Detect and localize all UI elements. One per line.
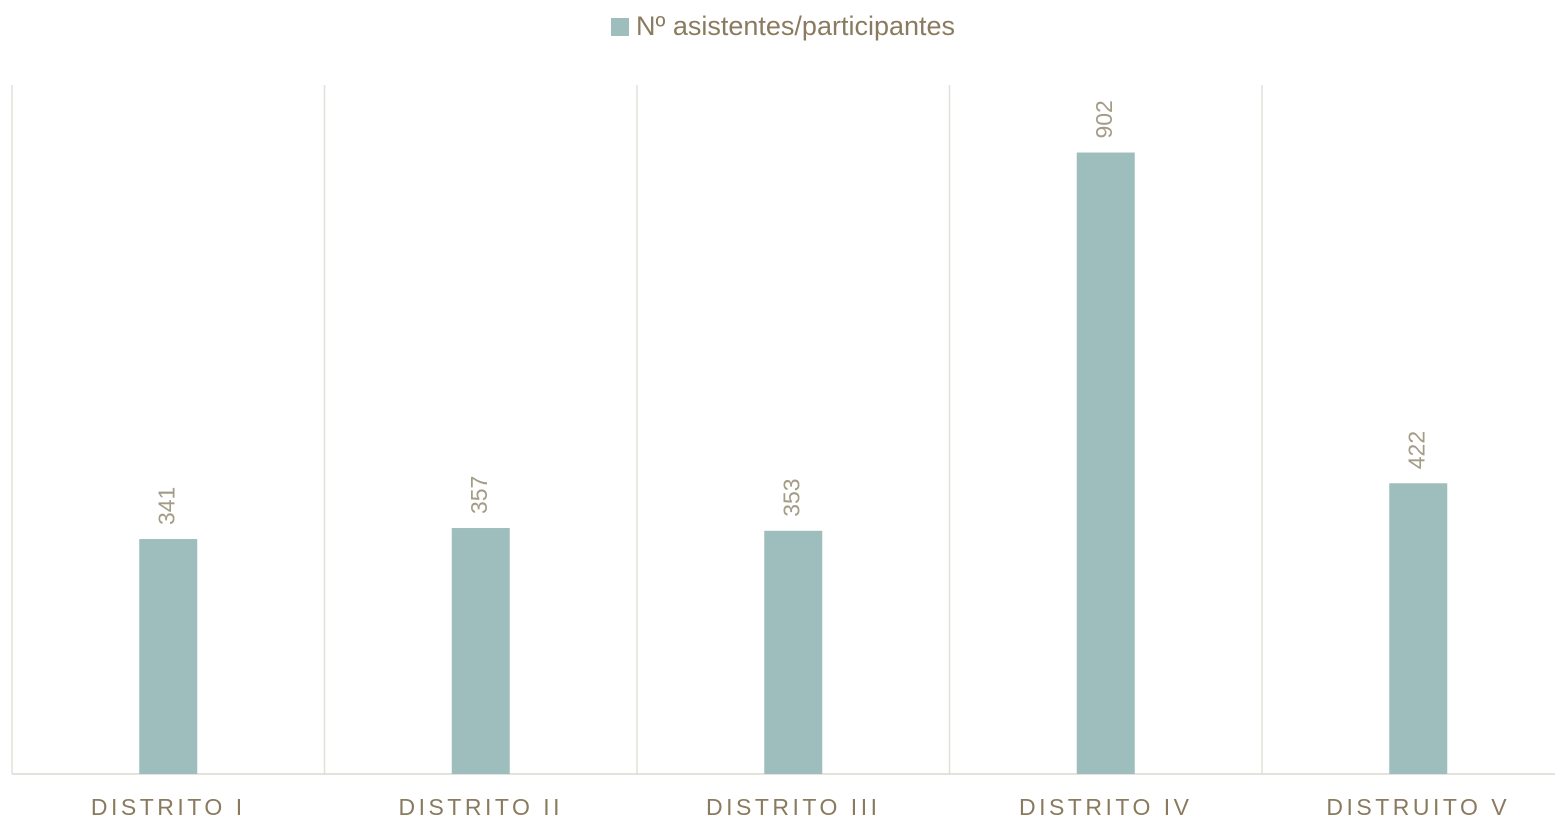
- data-label: 422: [1403, 431, 1429, 469]
- bar: [1389, 483, 1448, 774]
- bar: [139, 539, 198, 774]
- x-tick-label: DISTRITO I: [91, 794, 246, 820]
- x-tick-label: DISTRITO IV: [1019, 794, 1193, 820]
- legend-swatch: [611, 18, 629, 36]
- bar: [1076, 152, 1135, 775]
- x-tick-label: DISTRITO II: [398, 794, 563, 820]
- bar: [451, 528, 510, 774]
- bar: [764, 530, 823, 774]
- data-label: 902: [1091, 100, 1117, 138]
- legend-label: Nº asistentes/participantes: [636, 11, 955, 41]
- x-tick-label: DISTRUITO V: [1326, 794, 1510, 820]
- data-label: 357: [466, 476, 492, 514]
- data-label: 353: [778, 478, 804, 516]
- x-tick-label: DISTRITO III: [706, 794, 880, 820]
- data-label: 341: [153, 487, 179, 525]
